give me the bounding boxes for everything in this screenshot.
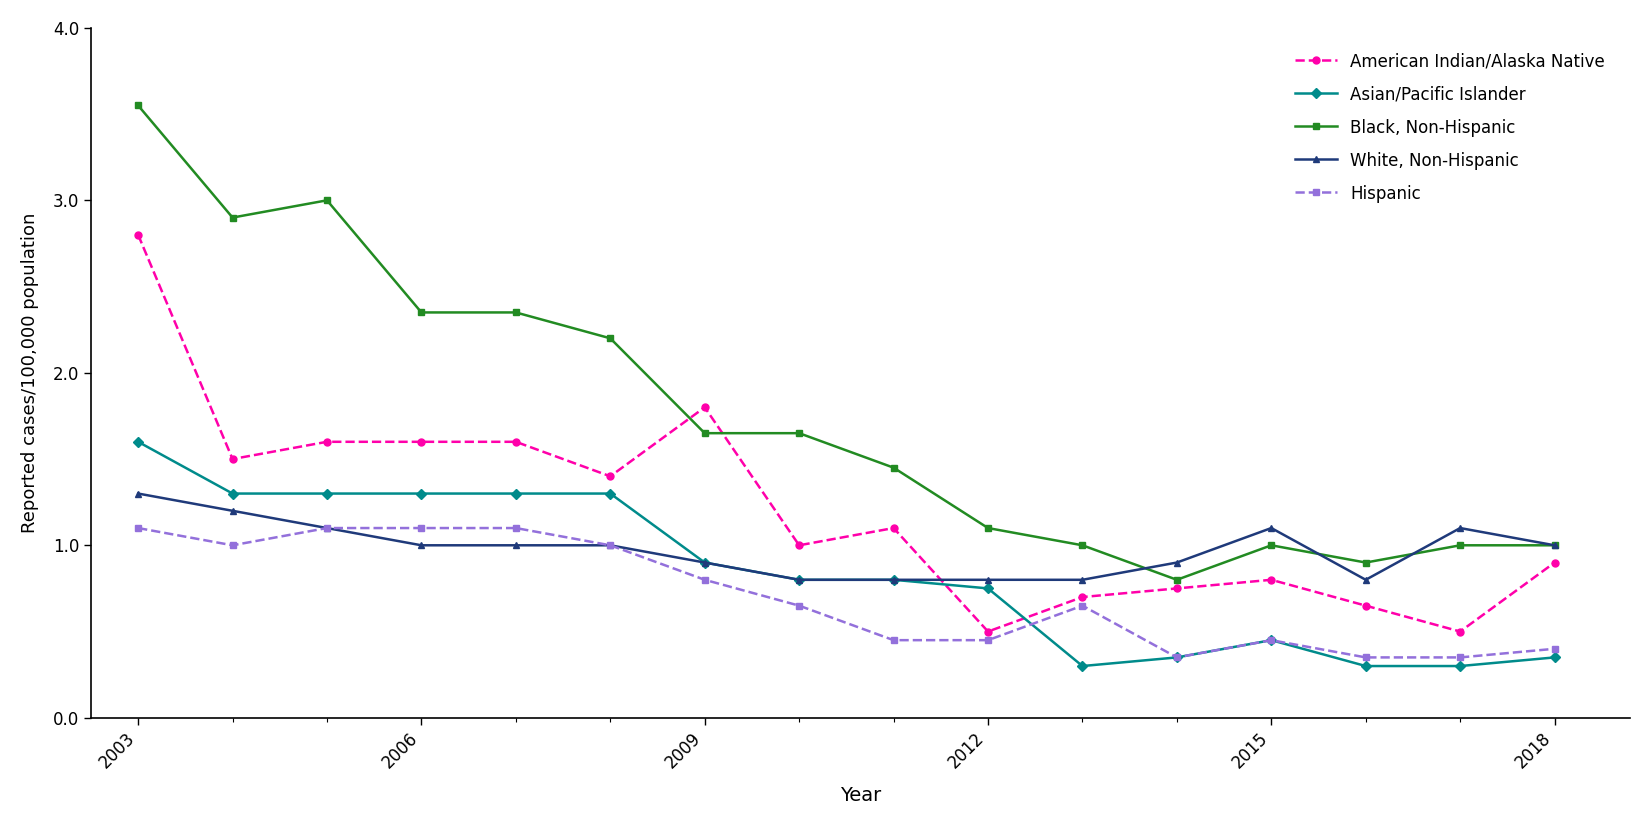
Black, Non-Hispanic — [129, 101, 149, 111]
American Indian/Alaska Native — [1167, 583, 1187, 593]
X-axis label: Year: Year — [840, 786, 882, 805]
Asian/Pacific Islander — [883, 575, 903, 585]
American Indian/Alaska Native — [129, 230, 149, 240]
Black, Non-Hispanic — [1450, 540, 1469, 550]
Black, Non-Hispanic — [317, 196, 337, 206]
Asian/Pacific Islander — [1261, 635, 1281, 645]
Asian/Pacific Islander — [789, 575, 809, 585]
White, Non-Hispanic — [411, 540, 431, 550]
Black, Non-Hispanic — [1355, 558, 1375, 567]
Black, Non-Hispanic — [1073, 540, 1093, 550]
Asian/Pacific Islander — [223, 489, 243, 499]
Black, Non-Hispanic — [789, 428, 809, 438]
Hispanic — [129, 523, 149, 533]
Black, Non-Hispanic — [1261, 540, 1281, 550]
Hispanic — [601, 540, 621, 550]
Asian/Pacific Islander — [601, 489, 621, 499]
Hispanic — [695, 575, 715, 585]
Black, Non-Hispanic — [223, 212, 243, 222]
Hispanic — [223, 540, 243, 550]
American Indian/Alaska Native — [1073, 592, 1093, 602]
White, Non-Hispanic — [1545, 540, 1565, 550]
Line: Hispanic: Hispanic — [135, 525, 1559, 661]
Legend: American Indian/Alaska Native, Asian/Pacific Islander, Black, Non-Hispanic, Whit: American Indian/Alaska Native, Asian/Pac… — [1280, 36, 1621, 220]
Black, Non-Hispanic — [1167, 575, 1187, 585]
Line: Black, Non-Hispanic: Black, Non-Hispanic — [135, 102, 1559, 583]
American Indian/Alaska Native — [1545, 558, 1565, 567]
White, Non-Hispanic — [1355, 575, 1375, 585]
American Indian/Alaska Native — [1450, 627, 1469, 637]
American Indian/Alaska Native — [601, 472, 621, 482]
Hispanic — [317, 523, 337, 533]
Hispanic — [789, 601, 809, 610]
American Indian/Alaska Native — [505, 437, 525, 447]
White, Non-Hispanic — [317, 523, 337, 533]
Asian/Pacific Islander — [1545, 653, 1565, 662]
Black, Non-Hispanic — [1545, 540, 1565, 550]
Black, Non-Hispanic — [411, 307, 431, 317]
Asian/Pacific Islander — [695, 558, 715, 567]
Hispanic — [1450, 653, 1469, 662]
Hispanic — [883, 635, 903, 645]
White, Non-Hispanic — [789, 575, 809, 585]
Asian/Pacific Islander — [1167, 653, 1187, 662]
American Indian/Alaska Native — [883, 523, 903, 533]
Hispanic — [1355, 653, 1375, 662]
White, Non-Hispanic — [223, 506, 243, 515]
Y-axis label: Reported cases/100,000 population: Reported cases/100,000 population — [21, 212, 40, 533]
White, Non-Hispanic — [1167, 558, 1187, 567]
Black, Non-Hispanic — [977, 523, 997, 533]
Black, Non-Hispanic — [695, 428, 715, 438]
Asian/Pacific Islander — [1450, 661, 1469, 671]
Hispanic — [1261, 635, 1281, 645]
White, Non-Hispanic — [977, 575, 997, 585]
American Indian/Alaska Native — [411, 437, 431, 447]
Black, Non-Hispanic — [883, 463, 903, 472]
White, Non-Hispanic — [1450, 523, 1469, 533]
Hispanic — [1167, 653, 1187, 662]
American Indian/Alaska Native — [1261, 575, 1281, 585]
Asian/Pacific Islander — [317, 489, 337, 499]
Line: American Indian/Alaska Native: American Indian/Alaska Native — [135, 231, 1559, 635]
Asian/Pacific Islander — [129, 437, 149, 447]
White, Non-Hispanic — [695, 558, 715, 567]
American Indian/Alaska Native — [223, 454, 243, 464]
Black, Non-Hispanic — [601, 334, 621, 344]
American Indian/Alaska Native — [789, 540, 809, 550]
Hispanic — [1545, 643, 1565, 653]
Hispanic — [1073, 601, 1093, 610]
Asian/Pacific Islander — [1355, 661, 1375, 671]
Asian/Pacific Islander — [411, 489, 431, 499]
American Indian/Alaska Native — [695, 402, 715, 412]
White, Non-Hispanic — [883, 575, 903, 585]
Line: Asian/Pacific Islander: Asian/Pacific Islander — [135, 439, 1559, 670]
White, Non-Hispanic — [1073, 575, 1093, 585]
Hispanic — [977, 635, 997, 645]
American Indian/Alaska Native — [1355, 601, 1375, 610]
White, Non-Hispanic — [601, 540, 621, 550]
Line: White, Non-Hispanic: White, Non-Hispanic — [135, 490, 1559, 583]
White, Non-Hispanic — [129, 489, 149, 499]
Black, Non-Hispanic — [505, 307, 525, 317]
Asian/Pacific Islander — [505, 489, 525, 499]
Asian/Pacific Islander — [1073, 661, 1093, 671]
American Indian/Alaska Native — [317, 437, 337, 447]
Asian/Pacific Islander — [977, 583, 997, 593]
Hispanic — [505, 523, 525, 533]
White, Non-Hispanic — [1261, 523, 1281, 533]
American Indian/Alaska Native — [977, 627, 997, 637]
White, Non-Hispanic — [505, 540, 525, 550]
Hispanic — [411, 523, 431, 533]
